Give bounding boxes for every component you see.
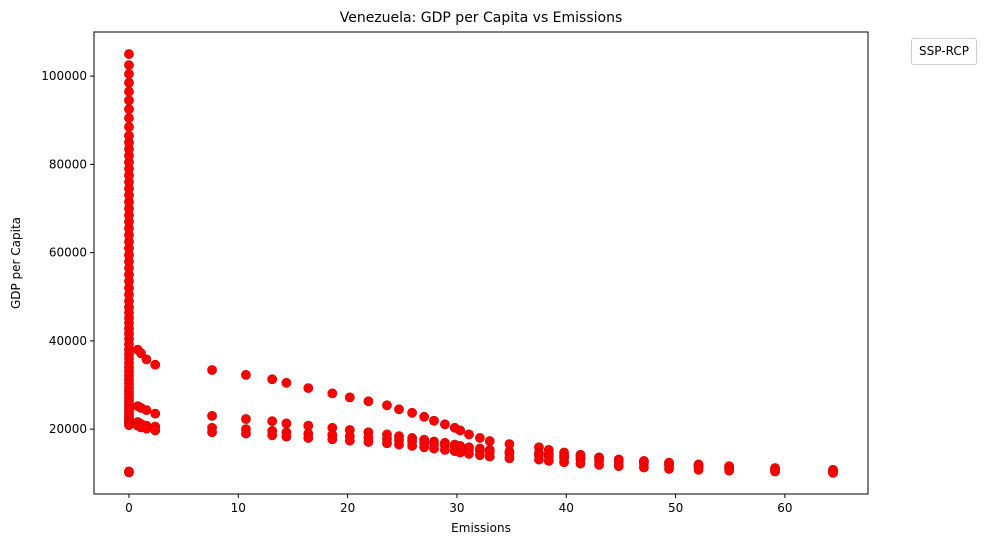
data-point [455, 447, 466, 458]
data-point [124, 121, 134, 132]
x-tick-label: 30 [449, 501, 464, 515]
data-point [207, 365, 217, 375]
y-tick-label: 100000 [41, 69, 87, 83]
data-point [464, 448, 474, 459]
data-point [150, 408, 161, 419]
data-point [475, 433, 485, 443]
data-point [124, 86, 134, 97]
y-axis-title: GDP per Capita [9, 217, 23, 309]
data-point [141, 354, 152, 365]
x-tick-label: 0 [125, 501, 133, 515]
data-point [382, 400, 392, 411]
plot-frame [93, 31, 869, 495]
data-point [124, 113, 134, 123]
data-point [150, 425, 161, 436]
data-point [534, 454, 544, 465]
x-tick-label: 40 [559, 501, 574, 515]
ticks-layer: 0 10 20 30 40 50 60 20000 40000 60000 80000 100000 [41, 69, 792, 515]
data-point [344, 392, 355, 403]
data-point [303, 433, 314, 443]
x-tick-label: 20 [340, 501, 355, 515]
data-point [394, 439, 404, 450]
x-tick-label: 60 [777, 501, 792, 515]
legend-title: SSP-RCP [919, 44, 969, 58]
data-point [124, 77, 134, 88]
legend: SSP-RCP [911, 38, 977, 65]
data-point [440, 444, 450, 455]
data-point [241, 428, 251, 439]
data-point [207, 410, 217, 421]
data-point [484, 451, 495, 462]
data-point [828, 467, 838, 478]
data-point [394, 404, 404, 415]
data-point [124, 130, 134, 141]
data-point [327, 434, 338, 445]
data-point [613, 461, 624, 472]
data-point [267, 416, 278, 427]
data-point [241, 414, 251, 424]
data-point [664, 463, 674, 474]
data-point [344, 435, 355, 446]
y-tick-label: 80000 [49, 157, 87, 171]
data-point [267, 430, 278, 441]
data-point [124, 69, 134, 79]
data-point [382, 438, 392, 449]
data-point [475, 450, 485, 461]
data-point [267, 374, 278, 385]
y-tick-label: 40000 [49, 334, 87, 348]
data-point [484, 436, 495, 446]
data-point [327, 388, 338, 399]
data-point [363, 396, 374, 407]
data-point [150, 359, 161, 370]
x-tick-label: 50 [668, 501, 683, 515]
data-point [407, 441, 418, 451]
data-point [419, 442, 430, 453]
y-tick-label: 60000 [49, 246, 87, 260]
data-point [429, 443, 439, 454]
data-point [559, 457, 569, 468]
data-point [543, 456, 554, 466]
data-point [440, 419, 450, 430]
data-point [281, 377, 292, 388]
data-point [281, 418, 292, 429]
points-layer [124, 49, 838, 478]
data-point [136, 348, 146, 359]
data-point [464, 429, 474, 440]
data-point [363, 437, 374, 447]
x-tick-label: 10 [231, 501, 246, 515]
data-point [770, 466, 780, 477]
data-point [124, 95, 134, 106]
data-point [241, 369, 251, 380]
data-point [124, 49, 134, 59]
data-point [594, 459, 604, 470]
data-point [407, 407, 418, 418]
data-point [455, 425, 466, 436]
data-point [141, 423, 152, 434]
data-point [141, 405, 152, 416]
data-point [207, 427, 217, 438]
data-point [429, 415, 439, 426]
data-point [124, 104, 134, 115]
data-point [693, 464, 704, 475]
chart-title: Venezuela: GDP per Capita vs Emissions [340, 10, 623, 26]
data-point [419, 411, 430, 422]
data-point [124, 466, 134, 477]
data-point [724, 465, 735, 476]
data-point [124, 60, 134, 70]
data-point [575, 458, 586, 469]
x-axis-title: Emissions [451, 521, 511, 535]
data-point [303, 383, 314, 393]
data-point [504, 453, 515, 464]
data-point [638, 462, 649, 473]
y-tick-label: 20000 [49, 422, 87, 436]
data-point [281, 431, 292, 442]
